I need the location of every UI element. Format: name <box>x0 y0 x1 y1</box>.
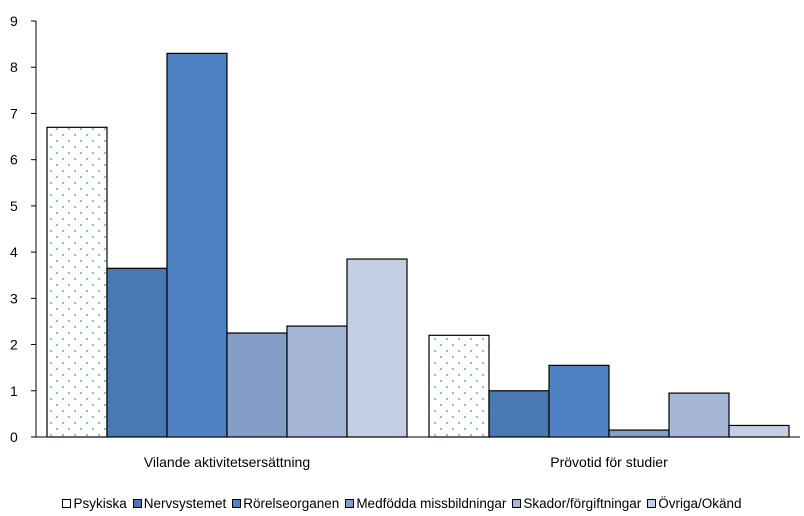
legend-swatch <box>132 498 142 508</box>
chart-legend: Psykiska Nervsystemet Rörelseorganen Medföd… <box>0 496 804 511</box>
y-tick-label: 0 <box>10 429 18 445</box>
bar <box>728 424 790 438</box>
legend-swatch <box>232 498 242 508</box>
bar-chart: 0 1 2 3 4 5 6 7 8 9 Vilande aktivitetsersättning P… <box>10 13 800 470</box>
bar <box>428 334 490 438</box>
y-tick-label: 2 <box>10 337 18 353</box>
legend-item: Övriga/Okänd <box>647 496 742 511</box>
x-category-label: Vilande aktivitetsersättning <box>144 454 310 470</box>
bar <box>548 364 610 438</box>
legend-label: Övriga/Okänd <box>658 496 742 511</box>
legend-item: Psykiska <box>62 496 127 511</box>
y-tick-label: 9 <box>10 13 18 29</box>
legend-label: Nervsystemet <box>143 496 227 511</box>
y-tick-label: 5 <box>10 198 18 214</box>
legend-label: Psykiska <box>73 496 127 511</box>
legend-item: Nervsystemet <box>132 496 227 511</box>
y-tick-label: 8 <box>10 59 18 75</box>
legend-item: Medfödda missbildningar <box>345 496 506 511</box>
bar <box>608 429 670 438</box>
legend-label: Rörelseorganen <box>243 496 340 511</box>
bar <box>668 392 730 438</box>
legend-item: Skador/förgiftningar <box>512 496 641 511</box>
x-category-label: Prövotid för studier <box>550 454 668 470</box>
bar <box>106 267 168 438</box>
bar <box>226 332 288 438</box>
legend-swatch <box>647 498 657 508</box>
bar <box>46 126 108 438</box>
legend-label: Medfödda missbildningar <box>356 496 507 511</box>
y-tick-label: 4 <box>10 244 18 260</box>
legend-label: Skador/förgiftningar <box>523 496 642 511</box>
x-axis-categories: Vilande aktivitetsersättning Prövotid för… <box>144 454 668 470</box>
legend-swatch <box>512 498 522 508</box>
bar <box>166 52 228 438</box>
bar <box>286 325 348 438</box>
y-tick-label: 3 <box>10 290 18 306</box>
bar <box>346 258 408 438</box>
legend-item: Rörelseorganen <box>232 496 339 511</box>
y-tick-label: 6 <box>10 152 18 168</box>
y-axis-ticks: 0 1 2 3 4 5 6 7 8 9 <box>10 13 36 445</box>
bar <box>488 390 550 438</box>
y-tick-label: 1 <box>10 383 18 399</box>
y-tick-label: 7 <box>10 105 18 121</box>
legend-swatch <box>345 498 355 508</box>
legend-swatch <box>62 498 72 508</box>
bars-group <box>46 52 790 438</box>
